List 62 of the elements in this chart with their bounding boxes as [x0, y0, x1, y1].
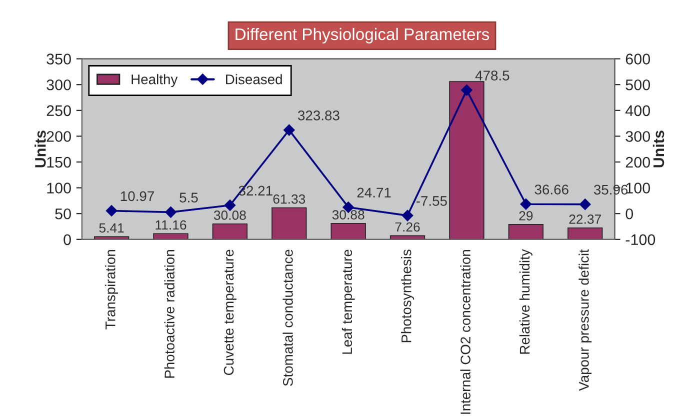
data-label: 29 [519, 211, 533, 220]
y-tick-label: 0 [64, 234, 71, 246]
y2-axis-title: Units [652, 130, 664, 168]
x-tick-label: Stomatal conductance [282, 250, 293, 386]
bar [449, 81, 484, 240]
y2-tick-label: 300 [626, 131, 650, 142]
x-tick-label: Transpiration [105, 250, 118, 330]
data-label: 36.66 [534, 184, 568, 194]
x-tick-label: Leaf temperature [342, 250, 355, 354]
bar [390, 235, 426, 240]
x-tick-label: Vapour pressure deficit [578, 249, 592, 391]
y-tick-label: 300 [46, 79, 71, 90]
y2-tick-label: 0 [626, 208, 634, 220]
y2-tick-label: 600 [626, 54, 650, 64]
data-label: 22.37 [569, 214, 601, 224]
x-tick-label: Relative humidity [519, 249, 532, 354]
y-axis-title: Units [34, 130, 46, 168]
point [106, 205, 118, 216]
point [402, 210, 414, 222]
bar [153, 233, 188, 240]
y-tick-label: 150 [47, 156, 71, 168]
data-label: 7.26 [395, 222, 420, 232]
legend-label: Diseased [226, 74, 282, 84]
bar [212, 223, 248, 240]
point [579, 198, 591, 210]
y2-tick-label: -100 [626, 234, 656, 246]
data-label: 24.71 [357, 188, 391, 198]
data-label: 61.33 [273, 194, 306, 204]
x-tick-label: Photosynthesis [401, 250, 414, 342]
x-tick-label: Cuvette temperature [224, 250, 236, 376]
y-tick-label: 100 [47, 182, 71, 194]
bar [330, 223, 366, 240]
y2-tick-label: 500 [626, 79, 650, 90]
point [224, 200, 236, 211]
point [284, 124, 295, 136]
y-tick-label: 50 [55, 208, 71, 220]
point [520, 198, 532, 210]
bar [272, 207, 307, 240]
x-tick-label: Photoactive radiation [164, 250, 174, 378]
data-label: 323.83 [298, 110, 340, 120]
y2-tick-label: 400 [625, 105, 650, 116]
data-label: 10.97 [120, 191, 154, 202]
x-tick-label: Internal CO2 concentration [460, 250, 470, 414]
y2-tick-label: 200 [626, 156, 650, 168]
data-label: 5.41 [99, 223, 124, 233]
bar [508, 224, 544, 240]
chart-title: Different Physiological Parameters [236, 28, 490, 44]
y2-tick-label: 100 [626, 182, 650, 194]
data-label: 11.16 [156, 220, 186, 230]
data-label: 30.08 [214, 210, 246, 220]
data-label: -7.55 [416, 196, 447, 206]
data-label: 30.88 [332, 210, 364, 220]
y-tick-label: 200 [46, 131, 71, 142]
bar [94, 236, 130, 240]
data-label: 5.5 [180, 192, 198, 202]
y-tick-label: 250 [46, 105, 71, 116]
legend-label: Healthy [132, 74, 178, 88]
data-label: 478.5 [475, 70, 510, 80]
y-tick-label: 350 [46, 54, 71, 64]
bar [568, 227, 603, 240]
point [461, 84, 472, 96]
point [165, 206, 176, 218]
